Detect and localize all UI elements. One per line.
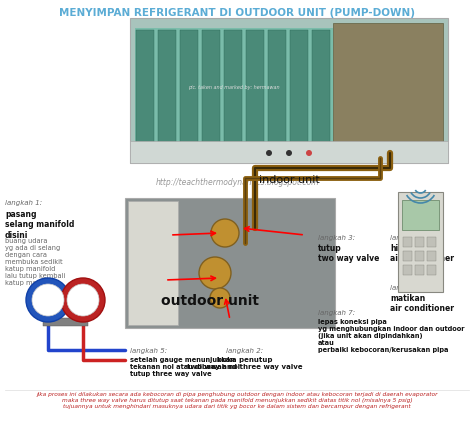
Circle shape [211,219,239,247]
Circle shape [32,284,64,316]
Circle shape [210,288,230,308]
Bar [312,30,329,146]
Text: buang udara
yg ada di selang
dengan cara
membuka sedikit
katup manifold
lalu tut: buang udara yg ada di selang dengan cara… [5,238,65,286]
Text: http://teachthermodynamics.blogspot.com: http://teachthermodynamics.blogspot.com [155,178,319,187]
Bar [43,318,88,326]
Text: tutup
two way valve: tutup two way valve [318,244,379,263]
Text: indoor unit: indoor unit [259,175,319,185]
Bar [128,201,178,325]
Text: pic. taken and marked by: hermawan: pic. taken and marked by: hermawan [188,86,280,90]
Bar [415,251,424,261]
Circle shape [266,150,272,156]
Text: jika proses ini dilakukan secara ada kebocoran di pipa penghubung outdoor dengan: jika proses ini dilakukan secara ada keb… [36,392,438,408]
Circle shape [26,278,70,322]
Text: matikan
air conditioner: matikan air conditioner [390,294,454,314]
Circle shape [286,150,292,156]
Text: hidupkan
air conditioner: hidupkan air conditioner [390,244,454,263]
Circle shape [306,150,312,156]
Bar [403,265,412,275]
Text: langkah 5:: langkah 5: [130,348,167,354]
Bar [403,237,412,247]
Bar [125,198,335,328]
Text: langkah 4:: langkah 4: [390,235,427,241]
Bar [246,30,264,146]
Text: setelah gauge menunjukkan
tekanan nol atau dibawah nol
tutup three way valve: setelah gauge menunjukkan tekanan nol at… [130,357,240,377]
Bar [333,23,443,153]
Bar [135,28,333,148]
Bar [415,265,424,275]
Bar [427,265,436,275]
Bar [130,141,448,163]
Bar [403,251,412,261]
Text: langkah 1:: langkah 1: [5,200,42,206]
Circle shape [61,278,105,322]
Bar [290,30,308,146]
Text: langkah 3:: langkah 3: [318,235,355,241]
Bar [415,237,424,247]
Bar [130,18,448,163]
Bar [202,30,219,146]
Text: outdoor unit: outdoor unit [161,294,259,308]
Circle shape [199,257,231,289]
Bar [398,192,443,292]
Bar [427,251,436,261]
Text: lepas koneksi pipa
yg menghubungkan indoor dan outdoor
(jika unit akan dipindahk: lepas koneksi pipa yg menghubungkan indo… [318,319,465,353]
Text: pasang
selang manifold
disini: pasang selang manifold disini [5,210,74,240]
Circle shape [67,284,99,316]
Bar [158,30,175,146]
Text: langkah 7:: langkah 7: [318,310,355,316]
Bar [268,30,286,146]
Bar [224,30,242,146]
Bar [402,200,439,230]
Bar [180,30,198,146]
Bar [136,30,154,146]
Bar [427,237,436,247]
Text: langkah 6:: langkah 6: [390,285,427,291]
Text: MENYIMPAN REFRIGERANT DI OUTDOOR UNIT (PUMP-DOWN): MENYIMPAN REFRIGERANT DI OUTDOOR UNIT (P… [59,8,415,18]
Text: buka penutup
two way and three way valve: buka penutup two way and three way valve [187,357,303,370]
Text: langkah 2:: langkah 2: [227,348,264,354]
